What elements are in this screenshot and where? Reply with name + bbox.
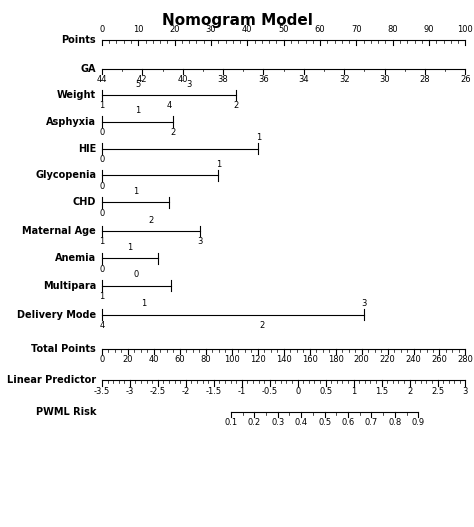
- Text: 3: 3: [187, 80, 192, 89]
- Text: 42: 42: [137, 75, 147, 84]
- Text: 1: 1: [255, 133, 261, 142]
- Text: 100: 100: [457, 25, 474, 34]
- Text: 26: 26: [460, 75, 471, 84]
- Text: 0.4: 0.4: [295, 418, 308, 427]
- Text: 1: 1: [351, 387, 356, 396]
- Text: 100: 100: [224, 355, 240, 364]
- Text: 30: 30: [206, 25, 216, 34]
- Text: GA: GA: [81, 64, 96, 73]
- Text: 0: 0: [99, 128, 105, 137]
- Text: 5: 5: [136, 80, 141, 89]
- Text: 1: 1: [135, 106, 140, 115]
- Text: 60: 60: [174, 355, 185, 364]
- Text: 80: 80: [201, 355, 211, 364]
- Text: 2: 2: [259, 321, 264, 330]
- Text: 0.8: 0.8: [388, 418, 401, 427]
- Text: 40: 40: [177, 75, 188, 84]
- Text: HIE: HIE: [78, 144, 96, 153]
- Text: 140: 140: [276, 355, 292, 364]
- Text: 0: 0: [99, 209, 105, 218]
- Text: 2: 2: [407, 387, 412, 396]
- Text: -1.5: -1.5: [206, 387, 222, 396]
- Text: 200: 200: [354, 355, 369, 364]
- Text: 20: 20: [169, 25, 180, 34]
- Text: 180: 180: [328, 355, 344, 364]
- Text: Asphyxia: Asphyxia: [46, 117, 96, 126]
- Text: -3: -3: [126, 387, 134, 396]
- Text: Weight: Weight: [57, 90, 96, 100]
- Text: 3: 3: [463, 387, 468, 396]
- Text: 32: 32: [339, 75, 350, 84]
- Text: 0.5: 0.5: [318, 418, 331, 427]
- Text: 44: 44: [97, 75, 107, 84]
- Text: 38: 38: [218, 75, 228, 84]
- Text: 40: 40: [242, 25, 253, 34]
- Text: 1: 1: [99, 292, 105, 301]
- Text: 0: 0: [99, 355, 105, 364]
- Text: 20: 20: [123, 355, 133, 364]
- Text: 280: 280: [457, 355, 474, 364]
- Text: 1: 1: [141, 299, 146, 308]
- Text: 40: 40: [148, 355, 159, 364]
- Text: 28: 28: [420, 75, 430, 84]
- Text: -1: -1: [237, 387, 246, 396]
- Text: 0.1: 0.1: [224, 418, 237, 427]
- Text: -3.5: -3.5: [94, 387, 110, 396]
- Text: -2.5: -2.5: [150, 387, 166, 396]
- Text: 160: 160: [302, 355, 318, 364]
- Text: 0: 0: [295, 387, 301, 396]
- Text: 0: 0: [99, 25, 105, 34]
- Text: 90: 90: [424, 25, 434, 34]
- Text: 4: 4: [166, 101, 172, 110]
- Text: 0.6: 0.6: [341, 418, 355, 427]
- Text: 30: 30: [379, 75, 390, 84]
- Text: 1: 1: [216, 160, 221, 169]
- Text: 0.9: 0.9: [411, 418, 425, 427]
- Text: 10: 10: [133, 25, 144, 34]
- Text: 0.3: 0.3: [271, 418, 284, 427]
- Text: Linear Predictor: Linear Predictor: [7, 376, 96, 385]
- Text: 2: 2: [170, 128, 175, 137]
- Text: 0: 0: [99, 265, 105, 274]
- Text: -0.5: -0.5: [262, 387, 278, 396]
- Text: Total Points: Total Points: [31, 344, 96, 354]
- Text: -2: -2: [182, 387, 190, 396]
- Text: 0.5: 0.5: [319, 387, 332, 396]
- Text: PWML Risk: PWML Risk: [36, 407, 96, 417]
- Text: 50: 50: [278, 25, 289, 34]
- Text: Multipara: Multipara: [43, 281, 96, 290]
- Text: 0.2: 0.2: [248, 418, 261, 427]
- Text: 1.5: 1.5: [375, 387, 388, 396]
- Text: 0: 0: [99, 182, 105, 191]
- Text: 220: 220: [380, 355, 395, 364]
- Text: Anemia: Anemia: [55, 253, 96, 263]
- Text: 1: 1: [133, 187, 138, 196]
- Text: 3: 3: [197, 237, 203, 246]
- Text: 1: 1: [128, 243, 133, 252]
- Text: 34: 34: [299, 75, 309, 84]
- Text: 0.7: 0.7: [365, 418, 378, 427]
- Text: 60: 60: [315, 25, 325, 34]
- Text: Delivery Mode: Delivery Mode: [17, 310, 96, 319]
- Text: 1: 1: [99, 101, 105, 110]
- Text: Maternal Age: Maternal Age: [22, 226, 96, 236]
- Text: 80: 80: [387, 25, 398, 34]
- Text: 120: 120: [250, 355, 265, 364]
- Text: 2: 2: [148, 216, 154, 225]
- Text: 1: 1: [99, 237, 105, 246]
- Text: 2: 2: [234, 101, 239, 110]
- Text: 3: 3: [361, 299, 366, 308]
- Text: 4: 4: [99, 321, 105, 330]
- Text: 70: 70: [351, 25, 362, 34]
- Text: 0: 0: [99, 155, 105, 164]
- Text: 0: 0: [134, 270, 139, 279]
- Text: Points: Points: [62, 35, 96, 45]
- Text: Glycopenia: Glycopenia: [35, 171, 96, 180]
- Text: Nomogram Model: Nomogram Model: [162, 13, 312, 28]
- Text: 260: 260: [431, 355, 447, 364]
- Text: 36: 36: [258, 75, 269, 84]
- Text: 2.5: 2.5: [431, 387, 444, 396]
- Text: 240: 240: [406, 355, 421, 364]
- Text: CHD: CHD: [73, 198, 96, 207]
